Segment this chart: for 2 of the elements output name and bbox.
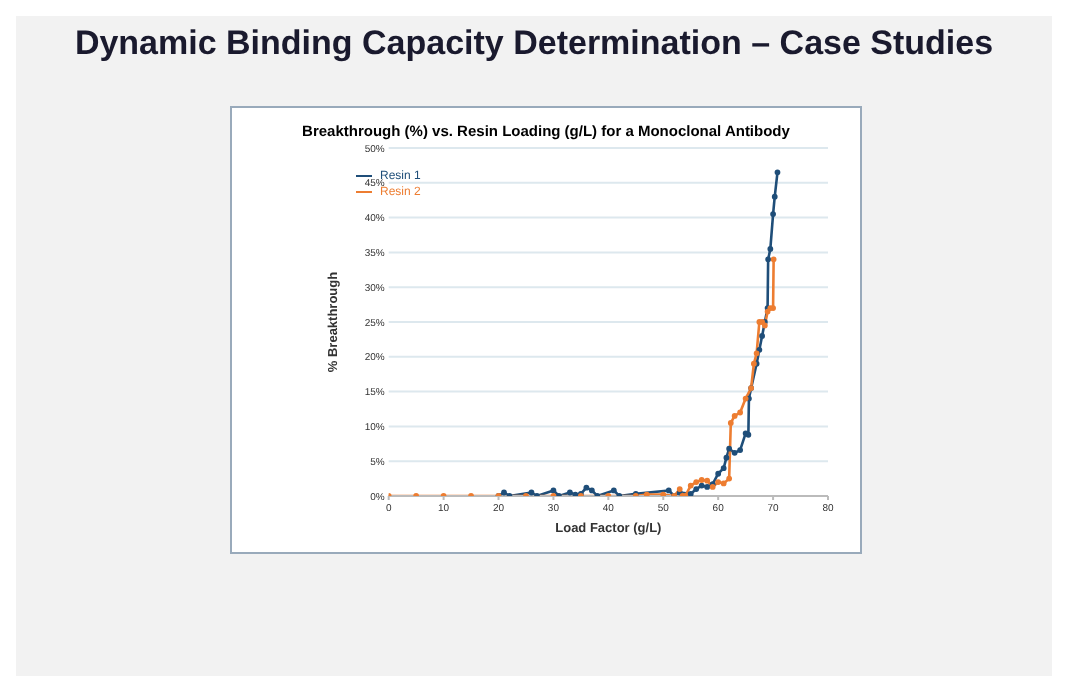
line-series — [495, 169, 781, 496]
chart-title: Dynamic Binding Capacity Determination – Case Studies — [72, 22, 996, 64]
